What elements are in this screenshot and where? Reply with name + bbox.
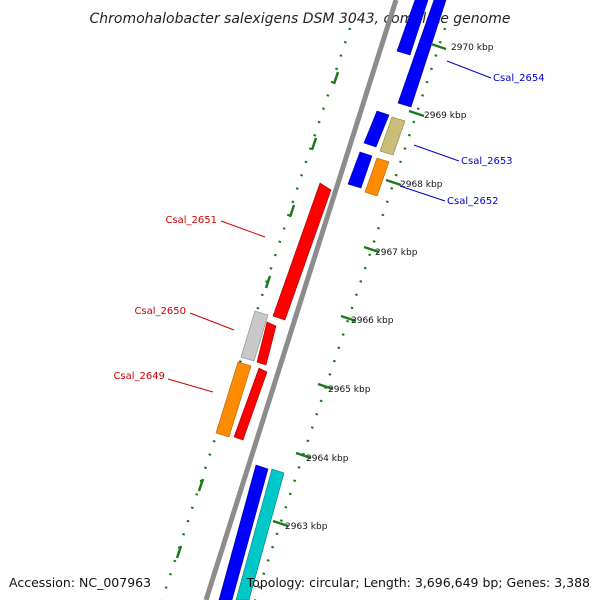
gene-label-csal-2651[interactable]: Csal_2651 (165, 215, 217, 226)
genome-backbone (203, 0, 399, 600)
tick-label-2964: 2964 kbp (306, 454, 349, 464)
gene-block-red-2650 (256, 321, 277, 366)
tick-marks (272, 42, 447, 528)
tick-labels: 2970 kbp 2969 kbp 2968 kbp 2967 kbp 2966… (285, 43, 494, 532)
gene-block-blue-2653 (363, 110, 390, 148)
tick-label-2970: 2970 kbp (451, 43, 494, 53)
gene-block-cyan-lower (235, 468, 285, 600)
gene-label-csal-2649[interactable]: Csal_2649 (113, 371, 165, 382)
gene-block-gray-2650 (240, 310, 269, 362)
gene-block-olive-2653 (379, 116, 406, 156)
map-title: Chromohalobacter salexigens DSM 3043, co… (90, 11, 511, 27)
gene-leaders (167, 60, 492, 393)
gene-labels: Csal_2651 Csal_2650 Csal_2649 Csal_2654 … (113, 73, 544, 382)
gene-block-red-2651 (272, 182, 332, 321)
forward-strand-features (235, 0, 447, 600)
tick-label-2968: 2968 kbp (400, 180, 443, 190)
gene-block-orange-2652 (364, 157, 390, 197)
tick-label-2963: 2963 kbp (285, 522, 328, 532)
gene-block-blue-2654a (396, 0, 429, 56)
tick-label-2966: 2966 kbp (351, 316, 394, 326)
gene-block-blue-lower (218, 464, 269, 600)
tick-label-2965: 2965 kbp (328, 385, 371, 395)
gene-label-csal-2650[interactable]: Csal_2650 (134, 306, 186, 317)
gene-label-csal-2653[interactable]: Csal_2653 (461, 156, 513, 167)
accession-label: Accession: NC_007963 (9, 575, 151, 590)
reverse-strand-features (215, 182, 332, 600)
gene-block-red-2649 (233, 367, 268, 441)
gene-label-csal-2652[interactable]: Csal_2652 (447, 196, 499, 207)
genome-summary: Topology: circular; Length: 3,696,649 bp… (246, 575, 590, 590)
gene-label-csal-2654[interactable]: Csal_2654 (493, 73, 545, 84)
gene-block-blue-2652 (347, 151, 373, 189)
gene-block-orange-2649 (215, 361, 252, 438)
tick-label-2969: 2969 kbp (424, 111, 467, 121)
tick-label-2967: 2967 kbp (375, 248, 418, 258)
gene-block-blue-2654b (397, 0, 447, 108)
